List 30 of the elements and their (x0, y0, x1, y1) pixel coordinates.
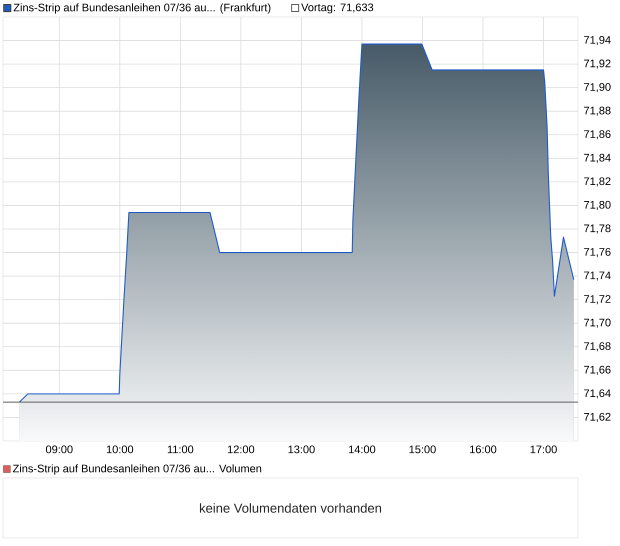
y-tick-label: 71,80 (584, 200, 611, 210)
legend-label: Zins-Strip auf Bundesanleihen 07/36 au... Volumen (12, 464, 262, 475)
y-tick-label: 71,74 (584, 272, 611, 281)
text: keine Volumendaten vorhanden (200, 503, 382, 513)
y-tick-label: 71,84 (584, 154, 611, 163)
y-tick-label: 71,78 (584, 224, 611, 234)
x-tick-label: 13:00 (288, 445, 315, 454)
y-tick-label: 71,72 (584, 295, 610, 304)
y-tick-label: 71,86 (584, 130, 611, 140)
x-tick-label: 11:00 (168, 445, 194, 454)
legend-label: Zins-Strip auf Bundesanleihen 07/36 au... (Frankfurt) (14, 3, 270, 14)
x-tick-label: 17:00 (530, 445, 557, 454)
y-tick-label: 71,64 (584, 389, 611, 398)
y-tick-label: 71,88 (584, 106, 611, 116)
x-tick-label: 09:00 (46, 445, 73, 454)
y-tick-label: 71,68 (584, 342, 611, 352)
x-tick-label: 15:00 (410, 445, 436, 454)
x-tick-label: 10:00 (106, 445, 134, 454)
x-tick-label: 14:00 (349, 445, 376, 454)
legend-label: Vortag: 71,633 (301, 3, 374, 14)
y-tick-label: 71,76 (584, 248, 611, 258)
y-tick-label: 71,90 (584, 83, 611, 92)
y-tick-label: 71,92 (584, 60, 610, 69)
y-tick-label: 71,82 (584, 177, 610, 186)
y-tick-label: 71,94 (584, 36, 611, 46)
y-tick-label: 71,62 (584, 412, 610, 422)
x-tick-label: 12:00 (228, 445, 254, 454)
y-tick-label: 71,66 (584, 366, 611, 375)
y-tick-label: 71,70 (584, 318, 611, 328)
x-tick-label: 16:00 (470, 445, 496, 454)
